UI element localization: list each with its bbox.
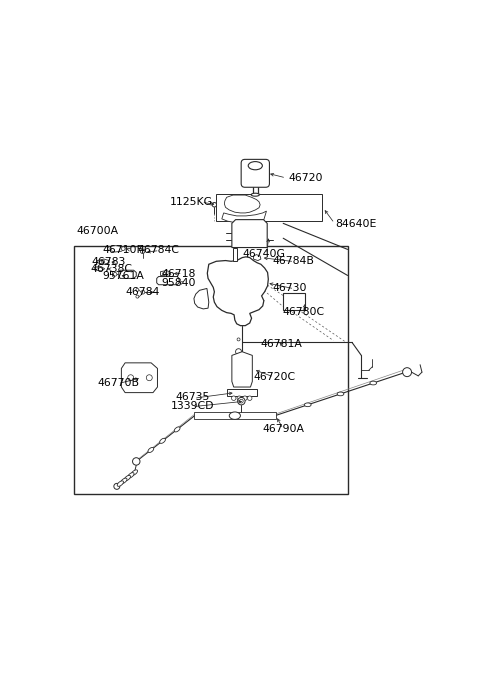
Text: 46700A: 46700A bbox=[77, 226, 119, 236]
Ellipse shape bbox=[128, 473, 134, 478]
Text: 46784B: 46784B bbox=[273, 256, 315, 266]
Ellipse shape bbox=[148, 447, 154, 452]
Text: 46720: 46720 bbox=[289, 173, 324, 183]
Ellipse shape bbox=[251, 193, 259, 196]
Polygon shape bbox=[222, 211, 266, 222]
Polygon shape bbox=[94, 266, 105, 271]
Ellipse shape bbox=[370, 381, 377, 385]
Circle shape bbox=[136, 288, 139, 292]
Text: 1339CD: 1339CD bbox=[171, 401, 215, 412]
Circle shape bbox=[132, 458, 140, 465]
Text: 46730: 46730 bbox=[273, 283, 307, 294]
Circle shape bbox=[113, 273, 117, 276]
Circle shape bbox=[238, 397, 245, 405]
Text: 46738C: 46738C bbox=[91, 264, 132, 274]
FancyBboxPatch shape bbox=[241, 159, 269, 187]
Polygon shape bbox=[194, 288, 209, 309]
Polygon shape bbox=[194, 412, 276, 418]
Text: 46710F: 46710F bbox=[103, 245, 144, 255]
Polygon shape bbox=[232, 220, 267, 247]
Text: 46790A: 46790A bbox=[263, 424, 305, 434]
Bar bbox=[74, 245, 348, 494]
Polygon shape bbox=[121, 363, 157, 393]
Circle shape bbox=[403, 367, 411, 376]
Text: 46735: 46735 bbox=[175, 393, 210, 403]
Polygon shape bbox=[108, 245, 125, 252]
Polygon shape bbox=[225, 195, 260, 213]
Text: 84640E: 84640E bbox=[335, 219, 377, 229]
Polygon shape bbox=[119, 271, 136, 279]
Circle shape bbox=[248, 396, 252, 401]
Ellipse shape bbox=[304, 403, 311, 407]
Ellipse shape bbox=[124, 475, 131, 481]
Text: 46770B: 46770B bbox=[97, 378, 139, 388]
Text: 1125KG: 1125KG bbox=[170, 197, 213, 207]
Circle shape bbox=[236, 348, 241, 355]
Text: 46780C: 46780C bbox=[282, 307, 324, 317]
Ellipse shape bbox=[117, 481, 123, 486]
Polygon shape bbox=[160, 271, 171, 276]
Circle shape bbox=[102, 260, 105, 263]
Text: 46784C: 46784C bbox=[137, 245, 179, 255]
Circle shape bbox=[231, 396, 236, 401]
Ellipse shape bbox=[131, 470, 138, 475]
Text: 46740G: 46740G bbox=[242, 249, 285, 259]
Ellipse shape bbox=[229, 412, 240, 420]
Circle shape bbox=[233, 414, 237, 418]
Circle shape bbox=[141, 290, 145, 294]
Circle shape bbox=[128, 375, 133, 381]
Circle shape bbox=[121, 247, 125, 250]
Circle shape bbox=[237, 338, 240, 341]
Circle shape bbox=[237, 396, 241, 401]
Polygon shape bbox=[233, 247, 237, 260]
Ellipse shape bbox=[337, 392, 344, 396]
Text: 46784: 46784 bbox=[125, 287, 159, 297]
Circle shape bbox=[140, 249, 145, 254]
Text: 46783: 46783 bbox=[92, 257, 126, 267]
Polygon shape bbox=[156, 277, 179, 285]
Ellipse shape bbox=[248, 161, 263, 170]
Polygon shape bbox=[97, 259, 109, 264]
Polygon shape bbox=[228, 389, 257, 397]
Ellipse shape bbox=[120, 478, 127, 483]
Text: 95840: 95840 bbox=[161, 278, 196, 288]
Text: 46718: 46718 bbox=[161, 268, 195, 279]
Ellipse shape bbox=[160, 438, 166, 443]
Polygon shape bbox=[283, 292, 305, 310]
Text: 46781A: 46781A bbox=[261, 339, 303, 349]
Circle shape bbox=[243, 396, 247, 401]
Text: 95761A: 95761A bbox=[103, 271, 144, 281]
Circle shape bbox=[114, 483, 120, 490]
Bar bbox=[216, 195, 322, 221]
Polygon shape bbox=[253, 255, 261, 260]
Circle shape bbox=[146, 375, 152, 381]
Polygon shape bbox=[232, 352, 252, 387]
Circle shape bbox=[136, 295, 139, 298]
Text: 46720C: 46720C bbox=[253, 372, 296, 382]
Circle shape bbox=[240, 399, 243, 403]
Polygon shape bbox=[207, 257, 268, 325]
Circle shape bbox=[108, 247, 111, 250]
Circle shape bbox=[212, 203, 216, 207]
Ellipse shape bbox=[174, 427, 180, 432]
Circle shape bbox=[163, 272, 166, 275]
